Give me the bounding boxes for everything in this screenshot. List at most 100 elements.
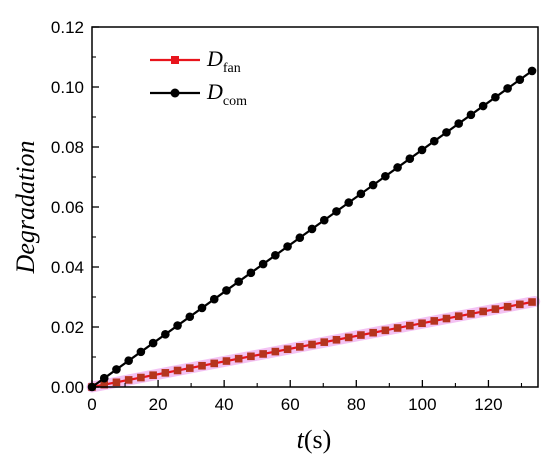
data-point-com bbox=[112, 365, 121, 374]
data-point-fan bbox=[259, 350, 267, 358]
data-point-com bbox=[319, 215, 329, 225]
data-point-com bbox=[503, 84, 512, 93]
data-point-com bbox=[258, 259, 268, 269]
data-point-fan bbox=[381, 326, 390, 335]
x-tick-label: 100 bbox=[408, 395, 436, 414]
data-point-fan bbox=[124, 376, 133, 384]
data-point-com bbox=[283, 242, 292, 251]
data-point-fan bbox=[247, 352, 255, 361]
data-point-com bbox=[271, 250, 280, 260]
data-point-com bbox=[148, 338, 158, 348]
data-point-com bbox=[417, 145, 427, 155]
x-tick-label: 80 bbox=[347, 395, 366, 414]
data-point-fan bbox=[198, 361, 206, 370]
data-point-com bbox=[99, 373, 109, 383]
legend-label-fan: Dfan bbox=[206, 46, 241, 76]
data-point-com bbox=[515, 75, 525, 84]
data-point-fan bbox=[369, 328, 377, 337]
data-point-fan bbox=[210, 359, 219, 368]
data-point-fan bbox=[503, 302, 512, 311]
data-point-com bbox=[161, 330, 170, 339]
data-point-fan bbox=[491, 305, 500, 313]
data-point-fan bbox=[406, 321, 414, 330]
y-tick-label: 0.06 bbox=[51, 198, 84, 217]
legend-label-com: Dcom bbox=[206, 79, 247, 109]
data-point-fan bbox=[161, 369, 170, 377]
data-point-com bbox=[136, 347, 146, 357]
data-point-com bbox=[442, 128, 451, 137]
y-axis-title: Degradation bbox=[11, 141, 40, 275]
data-point-com bbox=[185, 312, 195, 322]
data-point-com bbox=[246, 268, 256, 278]
data-point-fan bbox=[283, 345, 292, 354]
plot-frame bbox=[91, 26, 539, 388]
data-point-fan bbox=[332, 335, 341, 344]
data-point-com bbox=[234, 277, 243, 286]
data-point-com bbox=[124, 356, 133, 365]
data-point-fan bbox=[418, 319, 426, 328]
x-axis-title: t(s) bbox=[297, 425, 332, 454]
data-point-fan bbox=[185, 364, 194, 372]
data-point-fan bbox=[516, 300, 524, 309]
y-tick-label: 0.00 bbox=[51, 378, 84, 397]
data-point-fan bbox=[308, 340, 316, 349]
y-tick-label: 0.08 bbox=[51, 138, 84, 157]
legend-marker-fan bbox=[171, 56, 179, 64]
legend-marker-com bbox=[170, 88, 180, 98]
data-point-fan bbox=[467, 310, 475, 318]
data-point-com bbox=[197, 303, 207, 313]
data-point-com bbox=[466, 110, 476, 120]
data-point-fan bbox=[173, 366, 182, 375]
x-tick-label: 40 bbox=[215, 395, 234, 414]
data-point-com bbox=[527, 66, 537, 76]
data-point-com bbox=[429, 136, 439, 146]
data-point-fan bbox=[430, 317, 439, 325]
x-tick-label: 60 bbox=[281, 395, 300, 414]
data-point-com bbox=[491, 92, 500, 102]
data-point-fan bbox=[393, 324, 402, 332]
data-point-com bbox=[356, 189, 366, 199]
data-point-com bbox=[454, 119, 464, 128]
data-point-fan bbox=[320, 338, 329, 346]
data-point-com bbox=[381, 171, 390, 181]
x-tick-label: 20 bbox=[149, 395, 168, 414]
legend: Dfan Dcom bbox=[150, 46, 247, 109]
data-point-fan bbox=[296, 343, 304, 351]
series-com bbox=[87, 66, 537, 392]
data-point-com bbox=[393, 163, 402, 172]
legend-entry-com: Dcom bbox=[150, 79, 247, 109]
y-tick-label: 0.12 bbox=[51, 18, 84, 37]
data-point-com bbox=[295, 233, 305, 243]
legend-entry-fan: Dfan bbox=[150, 46, 241, 76]
data-point-com bbox=[307, 224, 317, 234]
series-layer bbox=[86, 66, 541, 393]
data-point-fan bbox=[442, 314, 451, 323]
data-point-com bbox=[222, 286, 231, 295]
data-point-com bbox=[332, 207, 341, 216]
data-point-com bbox=[209, 294, 219, 304]
data-point-fan bbox=[344, 333, 353, 342]
series-fan bbox=[86, 296, 541, 393]
data-point-fan bbox=[479, 307, 487, 316]
y-tick-label: 0.10 bbox=[51, 78, 84, 97]
data-point-fan bbox=[149, 371, 157, 379]
data-point-com bbox=[173, 321, 182, 330]
data-point-com bbox=[368, 180, 378, 190]
data-point-fan bbox=[137, 373, 145, 382]
ticks-layer: 0 20 40 60 80 100 120 0.00 0.02 0.04 0.06 0.08 0.10 0… bbox=[51, 18, 523, 414]
y-tick-label: 0.04 bbox=[51, 258, 84, 277]
data-point-com bbox=[405, 154, 415, 164]
x-tick-label: 0 bbox=[87, 395, 96, 414]
data-point-fan bbox=[454, 312, 463, 320]
data-point-fan bbox=[528, 298, 536, 306]
data-point-fan bbox=[357, 331, 365, 339]
data-point-com bbox=[344, 198, 353, 207]
x-tick-label: 120 bbox=[474, 395, 502, 414]
data-point-fan bbox=[234, 354, 243, 363]
data-point-com bbox=[478, 101, 488, 111]
data-point-fan bbox=[112, 378, 121, 387]
data-point-fan bbox=[100, 380, 109, 389]
data-point-fan bbox=[222, 357, 231, 365]
data-point-fan bbox=[271, 347, 280, 356]
